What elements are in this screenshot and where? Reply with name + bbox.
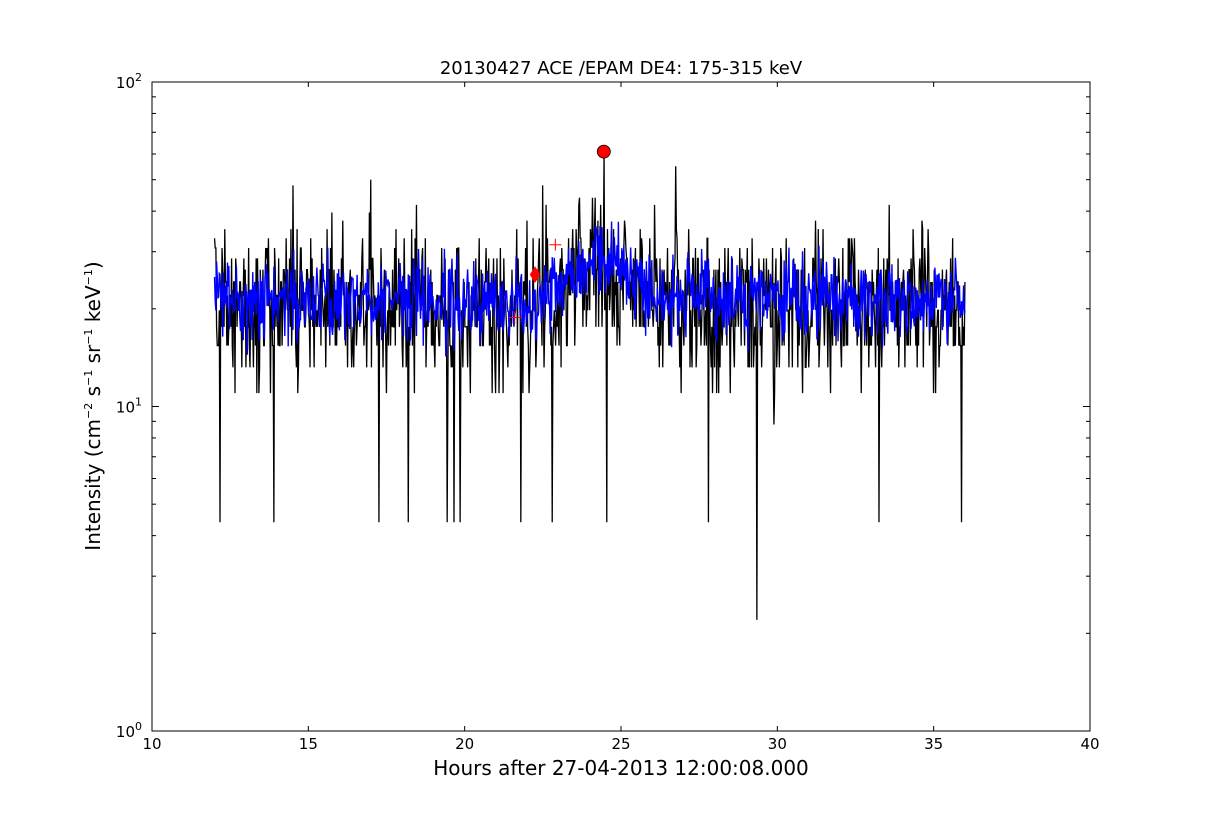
y-axis-label-sup3: −1 xyxy=(82,329,95,345)
onset-diamond-marker xyxy=(529,266,541,284)
x-tick-label: 35 xyxy=(924,735,943,753)
y-tick-label: 100 xyxy=(116,720,142,741)
series-smoothed-line xyxy=(213,221,966,357)
x-tick-label: 10 xyxy=(142,735,161,753)
chart-title: 20130427 ACE /EPAM DE4: 175-315 keV xyxy=(440,58,803,79)
y-axis-label-sup4: −1 xyxy=(82,269,95,285)
plus-marker-2 xyxy=(549,238,562,251)
plot-area xyxy=(213,151,966,620)
x-tick-label: 15 xyxy=(299,735,318,753)
peak-circle-marker xyxy=(596,144,611,159)
x-tick-label: 25 xyxy=(611,735,630,753)
x-tick-label: 40 xyxy=(1080,735,1099,753)
x-tick-label: 20 xyxy=(455,735,474,753)
y-tick-label: 101 xyxy=(116,396,142,417)
y-axis-label: Intensity (cm−2 s−1 sr−1 keV−1) xyxy=(81,261,105,550)
x-axis-label: Hours after 27-04-2013 12:00:08.000 xyxy=(433,756,809,780)
y-axis-label-sup1: −2 xyxy=(82,403,95,419)
y-axis-label-mid2: sr xyxy=(81,344,105,370)
y-axis-label-prefix: Intensity (cm xyxy=(81,419,105,551)
y-axis-ticks: 100 101 102 xyxy=(116,71,1090,741)
y-axis-label-mid3: keV xyxy=(81,285,105,329)
y-axis-label-suffix: ) xyxy=(81,261,105,269)
y-axis-label-mid1: s xyxy=(81,386,105,403)
y-axis-label-sup2: −1 xyxy=(82,370,95,386)
x-axis-ticks: 10 15 20 25 30 35 40 xyxy=(142,82,1100,753)
plus-marker-3 xyxy=(508,311,521,324)
x-tick-label: 30 xyxy=(768,735,787,753)
y-tick-label: 102 xyxy=(116,71,142,92)
